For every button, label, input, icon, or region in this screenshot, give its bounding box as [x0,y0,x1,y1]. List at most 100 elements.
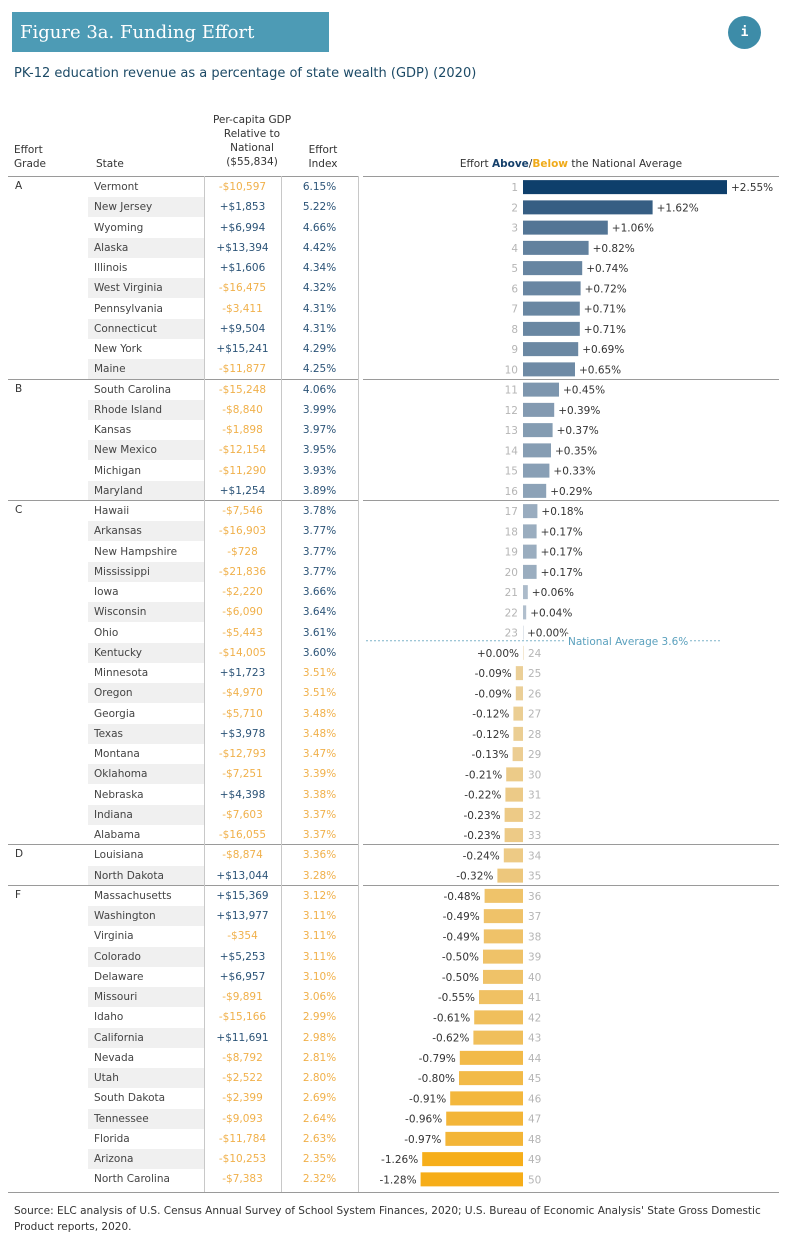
table-row [88,602,204,623]
effort-bar [515,686,523,701]
grade-group: F [8,884,358,1189]
bar-value-label: -0.32% [456,871,493,883]
state-name: New York [94,343,143,355]
info-button[interactable]: i [728,16,761,49]
state-name: Florida [94,1132,130,1145]
bar-value-label: -0.79% [419,1053,456,1065]
header-state: State [96,158,124,170]
effort-grade-label: D [15,848,24,861]
group-divider [363,844,779,846]
header-effort-grade-line2: Grade [14,158,47,170]
table-row [88,723,204,744]
figure-subtitle: PK-12 education revenue as a percentage … [14,66,477,81]
table-row [88,946,204,967]
gdp-relative-value: +$3,978 [219,727,266,740]
gdp-relative-value: -$7,251 [222,768,263,781]
state-name: Louisiana [94,849,144,862]
effort-bar [523,585,528,600]
state-name: Virginia [94,930,134,943]
rank-label: 2 [511,202,518,214]
state-name: Delaware [94,970,144,983]
table-row [88,1068,204,1088]
rank-label: 39 [528,952,541,964]
rank-label: 21 [505,587,518,599]
bar-value-label: +0.04% [530,607,572,619]
effort-bar [523,301,580,316]
table-row [88,642,204,663]
gdp-relative-value: +$5,253 [219,950,266,963]
effort-index-value: 3.28% [302,869,337,882]
effort-index-value: 2.63% [302,1132,337,1145]
rank-label: 45 [528,1073,541,1085]
effort-bar [523,220,608,235]
group-divider [363,884,779,886]
effort-index-value: 2.99% [302,1011,337,1024]
gdp-relative-value: -$5,710 [222,707,263,720]
gdp-relative-value: -$6,090 [222,606,263,619]
state-name: Utah [94,1072,119,1084]
rank-label: 48 [528,1134,541,1146]
table-row [88,764,204,785]
chart-title-slash: / [528,158,533,170]
state-name: Hawaii [94,505,130,517]
grade-group: B [8,378,358,501]
effort-index-value: 3.12% [302,889,337,902]
grade-group: D [8,844,358,885]
rank-label: 3 [511,223,518,235]
effort-bar [483,969,523,984]
effort-index-value: 3.06% [302,991,337,1003]
effort-bar [523,564,537,579]
bar-value-label: -0.13% [471,749,508,761]
rank-label: 43 [528,1033,541,1045]
effort-bar [523,180,727,195]
state-name: Wyoming [94,221,144,234]
gdp-relative-value: -$8,792 [222,1051,263,1064]
effort-grade-label: A [15,180,23,192]
effort-bar [459,1071,523,1086]
gdp-relative-value: -$2,399 [222,1092,263,1105]
effort-grade-label: F [15,888,22,901]
effort-bar [523,321,580,336]
rank-label: 8 [511,324,518,336]
bottom-divider [8,1192,779,1193]
header-gdp-line4: ($55,834) [226,156,278,168]
effort-bar [497,868,523,883]
effort-bar [450,1091,523,1106]
gdp-relative-value: -$12,154 [218,444,267,457]
state-name: New Jersey [94,201,153,214]
bar-value-label: -0.55% [438,992,475,1004]
table-row [88,521,204,542]
bar-value-label: -0.21% [465,769,502,781]
gdp-relative-value: +$15,369 [216,889,269,902]
gdp-relative-value: +$11,691 [216,1031,269,1044]
bar-value-label: -0.97% [404,1134,441,1146]
rank-label: 13 [505,425,518,437]
state-name: Alaska [94,241,129,254]
gdp-relative-value: -$5,443 [222,626,263,639]
table-row [88,237,204,258]
figure-title: Figure 3a. Funding Effort [12,12,329,52]
state-name: Mississippi [94,565,150,578]
bar-value-label: +2.55% [731,182,773,194]
gdp-relative-value: +$1,853 [219,201,266,214]
table-row [88,804,204,825]
effort-bar [523,504,538,519]
effort-index-value: 3.11% [302,910,337,922]
effort-index-value: 3.64% [302,606,337,619]
rank-label: 31 [528,790,541,802]
gdp-relative-value: -$4,970 [222,687,263,700]
rank-label: 7 [511,304,518,316]
table-row [88,359,204,380]
effort-bar [445,1131,523,1146]
effort-index-value: 4.25% [302,363,337,376]
gdp-relative-value: -$8,874 [222,849,263,862]
state-name: Maine [94,363,126,376]
bar-value-label: +0.39% [558,405,600,417]
group-divider [363,176,779,177]
effort-index-value: 2.81% [302,1051,337,1064]
state-name: Minnesota [94,667,149,679]
rank-label: 49 [528,1154,541,1166]
bar-value-label: -1.26% [381,1154,418,1166]
rank-label: 4 [511,243,518,255]
gdp-relative-value: -$11,784 [218,1132,267,1145]
